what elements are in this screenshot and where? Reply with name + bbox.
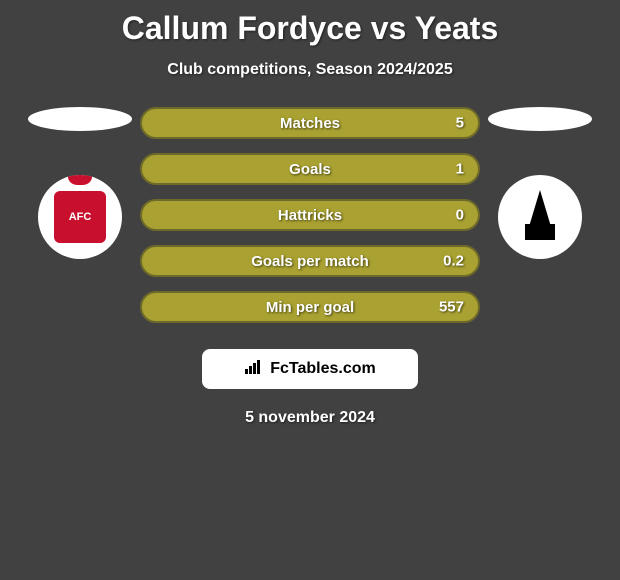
main-content: AFC Matches 5 Goals 1 Hattricks 0 Goals … <box>0 107 620 337</box>
logo-left-bird-icon <box>68 175 92 185</box>
logo-left-badge: AFC <box>54 191 106 243</box>
branding-text: FcTables.com <box>270 360 376 378</box>
right-oval-shape <box>488 107 592 131</box>
right-column <box>480 107 600 259</box>
logo-left-text: AFC <box>69 211 92 223</box>
stat-value: 557 <box>439 299 464 316</box>
branding-badge: FcTables.com <box>202 349 418 389</box>
stat-value: 0 <box>456 207 464 224</box>
stat-row-hattricks: Hattricks 0 <box>140 199 480 231</box>
date-label: 5 november 2024 <box>0 409 620 427</box>
stat-label: Hattricks <box>278 207 342 224</box>
club-logo-right <box>498 175 582 259</box>
logo-right-inner <box>520 190 560 244</box>
stat-label: Min per goal <box>266 299 354 316</box>
stat-label: Matches <box>280 115 340 132</box>
left-column: AFC <box>20 107 140 259</box>
stat-label: Goals <box>289 161 331 178</box>
stat-value: 0.2 <box>443 253 464 270</box>
left-oval-shape <box>28 107 132 131</box>
page-subtitle: Club competitions, Season 2024/2025 <box>0 61 620 79</box>
club-logo-left: AFC <box>38 175 122 259</box>
stats-column: Matches 5 Goals 1 Hattricks 0 Goals per … <box>140 107 480 337</box>
stat-row-goals-per-match: Goals per match 0.2 <box>140 245 480 277</box>
stat-row-goals: Goals 1 <box>140 153 480 185</box>
stat-label: Goals per match <box>251 253 369 270</box>
stat-value: 5 <box>456 115 464 132</box>
page-title: Callum Fordyce vs Yeats <box>0 0 620 47</box>
chart-icon <box>244 359 264 380</box>
logo-right-base <box>525 224 555 240</box>
stat-value: 1 <box>456 161 464 178</box>
stat-row-min-per-goal: Min per goal 557 <box>140 291 480 323</box>
stat-row-matches: Matches 5 <box>140 107 480 139</box>
